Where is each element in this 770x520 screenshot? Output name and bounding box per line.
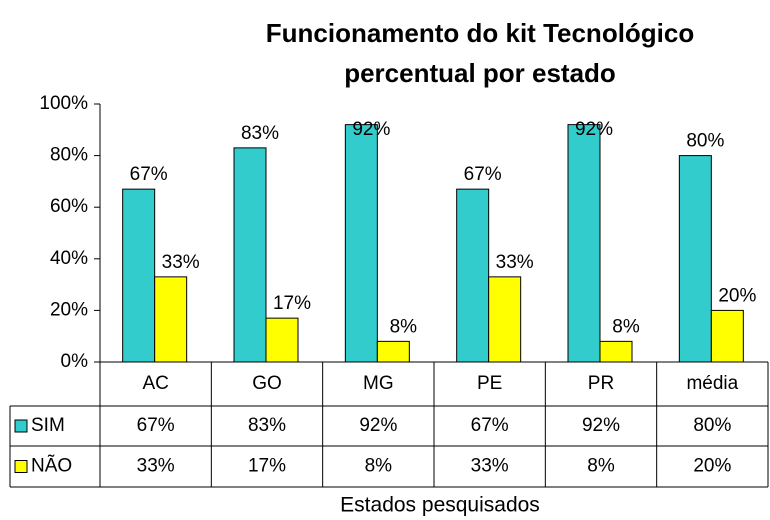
y-tick-label: 0%	[61, 351, 89, 372]
bar	[599, 340, 633, 363]
bar	[567, 124, 601, 363]
bar	[678, 155, 712, 363]
legend-key	[14, 419, 28, 433]
legend-key	[14, 460, 28, 473]
y-tick-label: 80%	[50, 145, 88, 166]
data-label: 33%	[162, 252, 200, 273]
x-tick-label: PR	[588, 373, 614, 394]
bar	[233, 147, 267, 363]
table-cell: 33%	[137, 456, 175, 477]
data-label: 33%	[496, 252, 534, 273]
data-label: 17%	[273, 293, 311, 314]
table-cell: 8%	[587, 456, 615, 477]
legend-label: NÃO	[31, 455, 72, 477]
table-cell: 20%	[693, 456, 731, 477]
table-cell: 8%	[365, 456, 393, 477]
bar	[265, 317, 299, 363]
data-label: 8%	[612, 316, 640, 337]
chart-title: Funcionamento do kit Tecnológico	[266, 18, 695, 48]
x-tick-label: PE	[477, 373, 502, 394]
table-cell: 80%	[693, 415, 731, 436]
x-tick-label: média	[686, 373, 738, 394]
data-label: 80%	[686, 131, 724, 152]
bar	[154, 276, 188, 363]
data-label: 83%	[241, 123, 279, 144]
table-cell: 17%	[248, 456, 286, 477]
data-label: 8%	[390, 316, 418, 337]
data-label: 20%	[718, 285, 756, 306]
x-axis-title: Estados pesquisados	[340, 494, 540, 517]
table-cell: 92%	[582, 415, 620, 436]
bar	[376, 340, 410, 363]
x-tick-label: AC	[142, 373, 168, 394]
data-label: 92%	[352, 119, 390, 140]
table-cell: 83%	[248, 415, 286, 436]
data-label: 67%	[464, 164, 502, 185]
y-tick-label: 100%	[39, 93, 88, 114]
data-label: 67%	[130, 164, 168, 185]
bar	[344, 124, 378, 363]
table-cell: 92%	[359, 415, 397, 436]
data-label: 92%	[575, 119, 613, 140]
bar	[488, 276, 522, 363]
bar	[710, 309, 744, 363]
x-tick-label: GO	[252, 373, 282, 394]
y-tick-label: 40%	[50, 248, 88, 269]
y-tick-label: 60%	[50, 196, 88, 217]
bar	[122, 188, 156, 363]
y-tick-label: 20%	[50, 299, 88, 320]
bar	[456, 188, 490, 363]
x-tick-label: MG	[363, 373, 394, 394]
chart-subtitle: percentual por estado	[344, 58, 616, 88]
table-cell: 67%	[471, 415, 509, 436]
table-cell: 67%	[137, 415, 175, 436]
table-cell: 33%	[471, 456, 509, 477]
legend-label: SIM	[31, 415, 65, 436]
